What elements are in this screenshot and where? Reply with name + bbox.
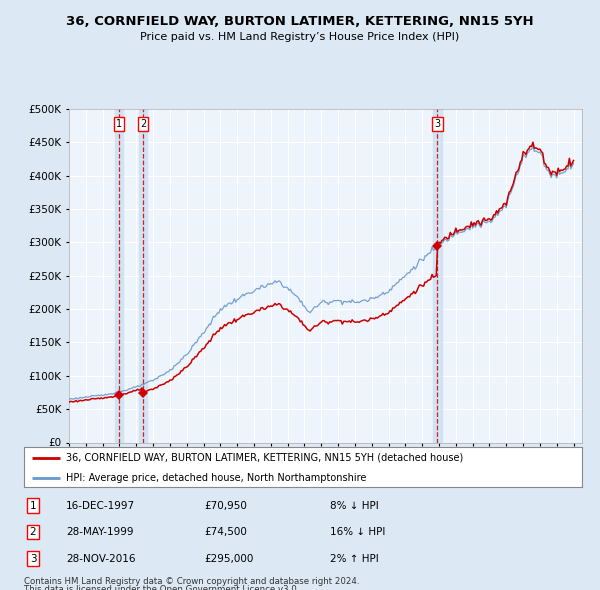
Text: 3: 3 [434,119,440,129]
Text: £70,950: £70,950 [204,501,247,510]
Text: £295,000: £295,000 [204,554,253,563]
Text: 2: 2 [140,119,146,129]
Text: 36, CORNFIELD WAY, BURTON LATIMER, KETTERING, NN15 5YH (detached house): 36, CORNFIELD WAY, BURTON LATIMER, KETTE… [66,453,463,463]
Text: This data is licensed under the Open Government Licence v3.0.: This data is licensed under the Open Gov… [24,585,299,590]
Text: 3: 3 [29,554,37,563]
Text: £74,500: £74,500 [204,527,247,537]
Text: 16% ↓ HPI: 16% ↓ HPI [330,527,385,537]
Text: 8% ↓ HPI: 8% ↓ HPI [330,501,379,510]
Bar [115,109,123,442]
Bar [139,109,148,442]
Text: 36, CORNFIELD WAY, BURTON LATIMER, KETTERING, NN15 5YH: 36, CORNFIELD WAY, BURTON LATIMER, KETTE… [66,15,534,28]
Text: Contains HM Land Registry data © Crown copyright and database right 2024.: Contains HM Land Registry data © Crown c… [24,577,359,586]
Text: 2% ↑ HPI: 2% ↑ HPI [330,554,379,563]
Text: 28-MAY-1999: 28-MAY-1999 [66,527,133,537]
Text: 2: 2 [29,527,37,537]
Bar [433,109,442,442]
Text: 28-NOV-2016: 28-NOV-2016 [66,554,136,563]
Text: Price paid vs. HM Land Registry’s House Price Index (HPI): Price paid vs. HM Land Registry’s House … [140,32,460,42]
Text: HPI: Average price, detached house, North Northamptonshire: HPI: Average price, detached house, Nort… [66,473,366,483]
Text: 1: 1 [116,119,122,129]
Text: 1: 1 [29,501,37,510]
Text: 16-DEC-1997: 16-DEC-1997 [66,501,135,510]
